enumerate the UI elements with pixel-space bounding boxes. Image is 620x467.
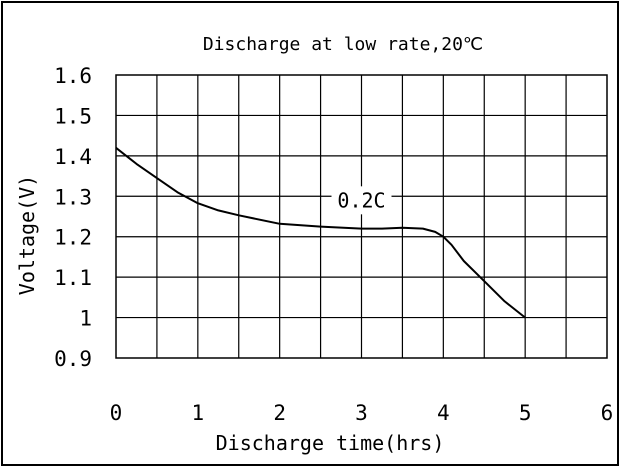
series-label-0-2c: 0.2C	[337, 188, 385, 212]
y-tick-label: 1.4	[54, 145, 92, 169]
x-tick-label: 0	[110, 401, 123, 425]
y-tick-label: 1.2	[54, 226, 92, 250]
series-line-0-2c	[115, 147, 526, 319]
y-tick-label: 1.3	[54, 185, 92, 209]
y-tick-label: 0.9	[54, 347, 92, 371]
y-tick-labels: 0.9 1 1.1 1.2 1.3 1.4 1.5 1.6	[54, 64, 92, 371]
x-tick-label: 1	[192, 401, 205, 425]
y-tick-label: 1.5	[54, 104, 92, 128]
y-axis-title: Voltage(V)	[15, 175, 39, 295]
x-tick-label: 6	[601, 401, 614, 425]
series-layer	[115, 147, 526, 319]
y-tick-label: 1	[79, 307, 92, 331]
x-tick-labels: 0 1 2 3 4 5 6	[110, 401, 614, 425]
y-tick-label: 1.6	[54, 64, 92, 88]
plot-frame	[115, 74, 608, 359]
x-tick-label: 3	[355, 401, 368, 425]
chart-title: Discharge at low rate,20℃	[203, 34, 483, 55]
x-tick-label: 5	[519, 401, 532, 425]
x-tick-label: 4	[437, 401, 450, 425]
x-tick-label: 2	[273, 401, 286, 425]
x-axis-title: Discharge time(hrs)	[216, 431, 445, 455]
annotation-background	[331, 186, 392, 215]
annotations: 0.2C	[331, 186, 392, 215]
grid	[116, 75, 607, 358]
y-tick-label: 1.1	[54, 266, 92, 290]
